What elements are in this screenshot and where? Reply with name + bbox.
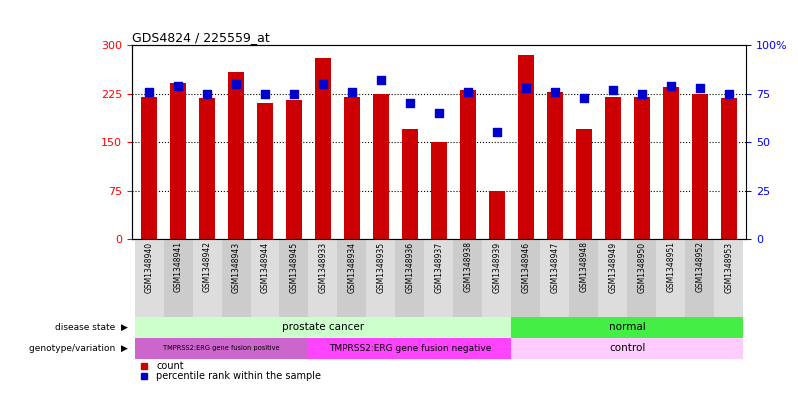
Bar <box>338 239 366 317</box>
Bar <box>576 129 592 239</box>
Bar <box>309 239 338 317</box>
Bar <box>518 55 534 239</box>
Text: GSM1348941: GSM1348941 <box>173 241 183 292</box>
Text: control: control <box>609 343 646 353</box>
Bar <box>627 239 656 317</box>
Point <box>143 88 156 95</box>
Bar <box>344 97 360 239</box>
Bar <box>135 239 164 317</box>
Text: count: count <box>156 361 184 371</box>
Point <box>317 81 330 87</box>
Bar <box>605 97 621 239</box>
Text: GSM1348934: GSM1348934 <box>347 241 357 292</box>
Text: GSM1348943: GSM1348943 <box>231 241 240 292</box>
Text: GSM1348939: GSM1348939 <box>492 241 501 292</box>
Text: GSM1348938: GSM1348938 <box>464 241 472 292</box>
Bar <box>170 83 186 239</box>
Text: TMPRSS2:ERG gene fusion negative: TMPRSS2:ERG gene fusion negative <box>329 344 491 353</box>
Bar <box>257 103 273 239</box>
Point <box>172 83 184 89</box>
Bar <box>164 239 192 317</box>
Text: normal: normal <box>609 322 646 332</box>
Bar <box>721 98 737 239</box>
Bar <box>714 239 743 317</box>
Point <box>722 90 735 97</box>
Bar <box>663 87 679 239</box>
Bar <box>512 338 743 359</box>
Bar <box>402 129 418 239</box>
Bar <box>279 239 309 317</box>
Bar <box>315 58 331 239</box>
Text: percentile rank within the sample: percentile rank within the sample <box>156 371 322 381</box>
Point <box>461 88 474 95</box>
Point <box>346 88 358 95</box>
Bar <box>251 239 279 317</box>
Text: genotype/variation  ▶: genotype/variation ▶ <box>29 344 128 353</box>
Point <box>578 94 591 101</box>
Text: GSM1348936: GSM1348936 <box>405 241 414 292</box>
Point <box>519 85 532 91</box>
Text: GSM1348948: GSM1348948 <box>579 241 588 292</box>
Point <box>259 90 271 97</box>
Bar <box>425 239 453 317</box>
Bar <box>366 239 396 317</box>
Text: GSM1348945: GSM1348945 <box>290 241 298 292</box>
Text: GSM1348946: GSM1348946 <box>521 241 531 292</box>
Bar <box>482 239 512 317</box>
Bar <box>135 317 512 338</box>
Bar <box>373 94 389 239</box>
Point <box>200 90 213 97</box>
Bar <box>453 239 482 317</box>
Bar <box>141 97 157 239</box>
Bar <box>692 94 708 239</box>
Bar <box>228 72 244 239</box>
Point <box>548 88 561 95</box>
Point <box>374 77 387 83</box>
Text: TMPRSS2:ERG gene fusion positive: TMPRSS2:ERG gene fusion positive <box>164 345 280 351</box>
Text: GSM1348947: GSM1348947 <box>551 241 559 292</box>
Text: GSM1348942: GSM1348942 <box>203 241 211 292</box>
Bar <box>309 338 512 359</box>
Point <box>665 83 678 89</box>
Bar <box>192 239 222 317</box>
Bar <box>431 142 447 239</box>
Point <box>230 81 243 87</box>
Bar <box>540 239 569 317</box>
Text: GSM1348940: GSM1348940 <box>144 241 153 292</box>
Point <box>404 100 417 107</box>
Bar <box>685 239 714 317</box>
Bar <box>547 92 563 239</box>
Text: GSM1348949: GSM1348949 <box>608 241 618 292</box>
Bar <box>396 239 425 317</box>
Text: GSM1348950: GSM1348950 <box>638 241 646 292</box>
Point <box>491 129 504 136</box>
Bar <box>656 239 685 317</box>
Point <box>287 90 300 97</box>
Bar <box>512 317 743 338</box>
Bar <box>598 239 627 317</box>
Bar <box>135 338 309 359</box>
Bar <box>222 239 251 317</box>
Point <box>635 90 648 97</box>
Text: prostate cancer: prostate cancer <box>282 322 364 332</box>
Text: GSM1348935: GSM1348935 <box>377 241 385 292</box>
Bar <box>489 191 505 239</box>
Bar <box>569 239 598 317</box>
Text: disease state  ▶: disease state ▶ <box>55 323 128 332</box>
Point <box>433 110 445 116</box>
Text: GDS4824 / 225559_at: GDS4824 / 225559_at <box>132 31 270 44</box>
Text: GSM1348951: GSM1348951 <box>666 241 675 292</box>
Bar <box>460 90 476 239</box>
Text: GSM1348952: GSM1348952 <box>695 241 705 292</box>
Text: GSM1348937: GSM1348937 <box>434 241 444 292</box>
Bar <box>512 239 540 317</box>
Bar <box>634 97 650 239</box>
Bar <box>286 100 302 239</box>
Text: GSM1348944: GSM1348944 <box>260 241 270 292</box>
Text: GSM1348953: GSM1348953 <box>725 241 733 292</box>
Point <box>606 86 619 93</box>
Point <box>693 85 706 91</box>
Bar <box>199 98 215 239</box>
Text: GSM1348933: GSM1348933 <box>318 241 327 292</box>
